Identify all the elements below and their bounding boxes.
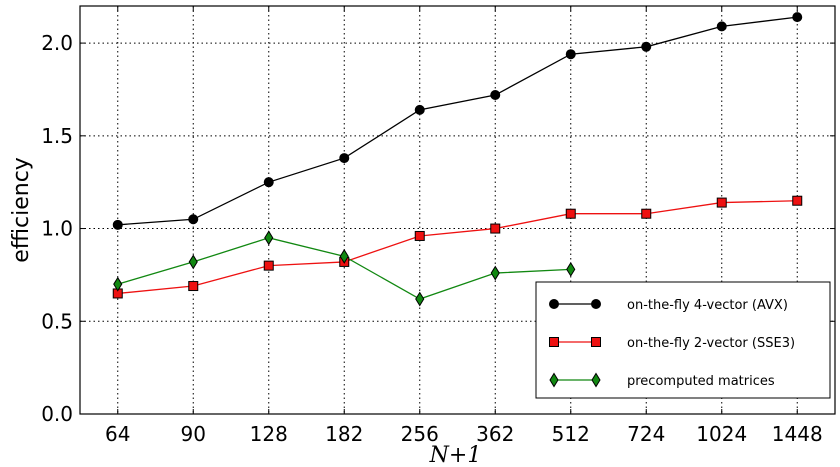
plot-frame [79, 5, 836, 415]
legend-box [535, 281, 831, 399]
series-markers [112, 12, 803, 307]
legend-label-1: on-the-fly 4-vector (AVX) [627, 298, 788, 313]
data-point-s2-362 [490, 223, 501, 234]
x-tick-label: 90 [181, 422, 206, 446]
data-point-s2-128 [263, 260, 274, 271]
series-line-2 [117, 200, 798, 295]
legend-label-2: on-the-fly 2-vector (SSE3) [627, 336, 795, 351]
data-point-s1-1448 [792, 12, 803, 23]
data-point-s3-90 [188, 254, 198, 270]
data-point-s1-1024 [716, 21, 727, 32]
x-tick-label: 1024 [696, 422, 747, 446]
y-tick-label: 0.0 [41, 402, 73, 426]
legend: on-the-fly 4-vector (AVX) on-the-fly 2-ve… [535, 281, 831, 399]
data-point-s1-64 [112, 219, 123, 230]
legend-marker-3-a [549, 372, 559, 388]
x-axis-title: N+1 [429, 443, 482, 467]
data-point-s2-1024 [716, 197, 727, 208]
data-point-s3-128 [264, 230, 274, 246]
legend-marker-1-a [549, 299, 559, 309]
y-tick-label: 0.5 [41, 309, 73, 333]
data-point-s1-512 [565, 49, 576, 60]
data-point-s1-90 [188, 214, 199, 225]
y-axis-title: efficiency [9, 157, 34, 263]
legend-marker-3-b [591, 372, 601, 388]
y-tick-label: 1.0 [41, 217, 73, 241]
x-tick-label: 128 [250, 422, 288, 446]
y-axis-ticks: 0.0 0.5 1.0 1.5 2.0 [41, 31, 835, 426]
data-point-s1-182 [339, 153, 350, 164]
data-point-s1-362 [490, 90, 501, 101]
legend-label-3: precomputed matrices [627, 374, 775, 389]
data-point-s1-724 [641, 41, 652, 52]
series-line-1 [117, 16, 798, 226]
legend-marker-1-b [591, 299, 601, 309]
y-tick-label: 2.0 [41, 31, 73, 55]
legend-marker-2-b [591, 337, 601, 347]
x-tick-label: 724 [627, 422, 665, 446]
data-point-s2-724 [641, 208, 652, 219]
data-point-s2-256 [414, 230, 425, 241]
x-tick-label: 1448 [772, 422, 823, 446]
data-point-s3-512 [566, 261, 576, 277]
data-point-s3-64 [113, 276, 123, 292]
data-point-s3-182 [339, 248, 349, 264]
data-point-s3-362 [490, 265, 500, 281]
series-lines [117, 16, 798, 300]
x-axis-ticks: 64 90 128 182 256 362 512 724 1024 1448 [105, 6, 823, 446]
x-tick-label: 64 [105, 422, 130, 446]
data-point-s3-256 [415, 291, 425, 307]
y-tick-label: 1.5 [41, 124, 73, 148]
x-tick-label: 362 [476, 422, 514, 446]
data-point-s2-1448 [792, 195, 803, 206]
data-point-s1-256 [414, 104, 425, 115]
data-point-s2-512 [565, 208, 576, 219]
x-tick-label: 256 [401, 422, 439, 446]
data-point-s2-90 [188, 281, 199, 292]
x-tick-label: 512 [552, 422, 590, 446]
x-tick-label: 182 [325, 422, 363, 446]
legend-marker-2-a [549, 337, 559, 347]
data-point-s1-128 [263, 177, 274, 188]
